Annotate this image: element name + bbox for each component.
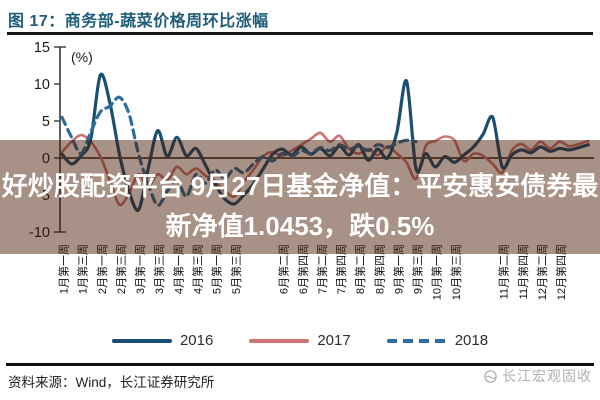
svg-text:1月第三周: 1月第三周 — [76, 244, 90, 294]
svg-text:2月第三周: 2月第三周 — [114, 244, 128, 294]
overlay-banner: 好炒股配资平台 9月27日基金净值：平安惠安债券最 新净值1.0453，跌0.5… — [0, 140, 600, 254]
svg-text:4月第一周: 4月第一周 — [171, 244, 185, 294]
svg-text:10: 10 — [34, 77, 50, 93]
svg-text:-5: -5 — [37, 188, 50, 204]
svg-text:8月第二周: 8月第二周 — [353, 244, 367, 294]
svg-text:5月第一周: 5月第一周 — [210, 244, 224, 294]
legend-label-2018: 2018 — [454, 332, 489, 349]
svg-text:6月第四周: 6月第四周 — [296, 244, 310, 294]
svg-text:6月第二周: 6月第二周 — [277, 244, 291, 294]
legend-label-2017: 2017 — [317, 332, 351, 349]
svg-text:7月第二周: 7月第二周 — [315, 244, 329, 294]
svg-text:12月第二周: 12月第二周 — [535, 244, 549, 300]
svg-text:0: 0 — [42, 151, 50, 167]
svg-text:12月第四周: 12月第四周 — [554, 244, 568, 300]
overlay-banner-text-line2: 新净值1.0453，跌0.5% — [165, 211, 435, 241]
svg-text:10月第三周: 10月第三周 — [449, 244, 463, 300]
legend-item-2016: 2016 — [111, 332, 214, 349]
legend-line-sample-2017 — [249, 338, 310, 343]
chart-legend: 2016 2017 2018 — [0, 332, 600, 349]
y-axis-unit-label: (%) — [71, 49, 93, 65]
svg-text:8月第四周: 8月第四周 — [372, 244, 386, 294]
svg-text:3月第一周: 3月第一周 — [133, 244, 147, 294]
watermark-text: 长江宏观固收 — [502, 368, 592, 384]
svg-text:-10: -10 — [29, 225, 50, 241]
legend-item-2017: 2017 — [249, 332, 351, 349]
legend-line-sample-2016 — [111, 338, 172, 343]
svg-text:10月第一周: 10月第一周 — [430, 244, 444, 300]
svg-text:1月第一周: 1月第一周 — [57, 244, 71, 294]
overlay-banner-text-line1: 好炒股配资平台 9月27日基金净值：平安惠安债券最 — [1, 171, 599, 201]
data-source-note: 资料来源：Wind，长江证券研究所 — [8, 375, 215, 390]
publisher-watermark: 长江宏观固收 — [483, 366, 592, 386]
svg-text:4月第三周: 4月第三周 — [190, 244, 204, 294]
svg-text:9月第一周: 9月第一周 — [391, 244, 405, 294]
footer-divider — [6, 363, 594, 366]
legend-line-sample-2018 — [386, 338, 447, 343]
svg-text:5: 5 — [42, 114, 50, 130]
legend-label-2016: 2016 — [179, 332, 214, 349]
svg-text:2月第一周: 2月第一周 — [95, 244, 109, 294]
title-divider — [7, 32, 593, 35]
changjiang-logo-icon — [484, 369, 497, 383]
svg-text:11月第四周: 11月第四周 — [516, 244, 530, 299]
svg-text:9月第三周: 9月第三周 — [411, 244, 425, 294]
svg-text:7月第四周: 7月第四周 — [334, 244, 348, 294]
figure-title: 图 17：商务部-蔬菜价格周环比涨幅 — [8, 13, 269, 30]
legend-item-2018: 2018 — [386, 332, 489, 349]
svg-text:3月第三周: 3月第三周 — [152, 244, 166, 294]
svg-text:15: 15 — [34, 40, 50, 56]
svg-text:11月第二周: 11月第二周 — [497, 244, 511, 299]
svg-text:5月第三周: 5月第三周 — [229, 244, 243, 294]
